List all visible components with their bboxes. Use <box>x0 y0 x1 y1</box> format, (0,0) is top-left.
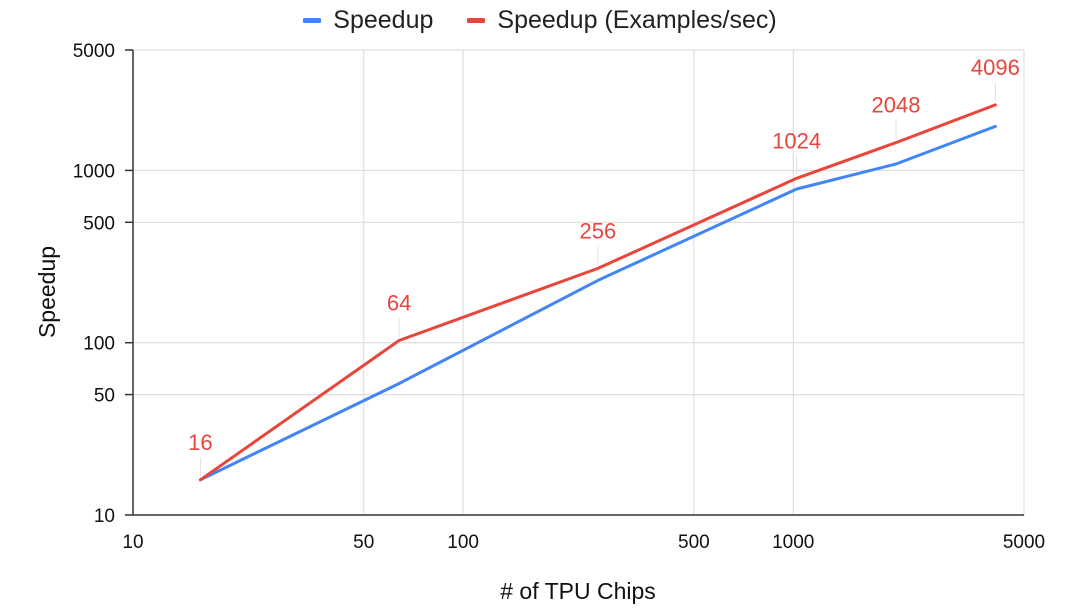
x-tick-label: 100 <box>447 532 479 553</box>
legend-item-speedup: Speedup <box>303 6 433 35</box>
data-label: 64 <box>387 291 411 316</box>
series-layer <box>198 103 997 482</box>
y-axis-title: Speedup <box>34 246 60 338</box>
data-label: 2048 <box>872 93 921 118</box>
legend-label-speedup-examples: Speedup (Examples/sec) <box>497 5 777 34</box>
legend-swatch-speedup-examples <box>467 17 486 23</box>
x-tick-label: 50 <box>353 532 374 553</box>
legend-swatch-speedup <box>303 17 322 23</box>
legend-label-speedup: Speedup <box>333 5 434 34</box>
x-tick-label: 5000 <box>1003 532 1045 553</box>
tick-labels: 10 50 100 500 1000 5000 10 50 100 500 1000 5000 <box>73 41 1045 553</box>
legend-item-speedup-examples: Speedup (Examples/sec) <box>467 5 777 35</box>
y-tick-label: 5000 <box>73 41 115 62</box>
data-label: 1024 <box>772 128 821 153</box>
x-axis-title: # of TPU Chips <box>500 578 656 604</box>
series-line-speedup-examples <box>198 103 997 482</box>
x-tick-label: 1000 <box>772 532 814 553</box>
data-labels-layer: 16 64 256 1024 2048 4096 <box>188 55 1020 476</box>
data-label: 256 <box>580 218 617 243</box>
y-tick-label: 100 <box>83 334 115 355</box>
grid-lines <box>133 49 1025 515</box>
legend: Speedup Speedup (Examples/sec) <box>0 2 1080 38</box>
series-line-speedup <box>198 124 997 482</box>
x-tick-label: 10 <box>122 532 143 553</box>
y-tick-label: 500 <box>83 213 115 234</box>
axes <box>125 49 1024 516</box>
x-tick-label: 500 <box>678 532 710 553</box>
y-tick-label: 50 <box>94 386 115 407</box>
data-label: 4096 <box>971 55 1020 80</box>
y-tick-label: 1000 <box>73 161 115 182</box>
data-label: 16 <box>188 430 212 455</box>
y-tick-label: 10 <box>94 506 115 527</box>
